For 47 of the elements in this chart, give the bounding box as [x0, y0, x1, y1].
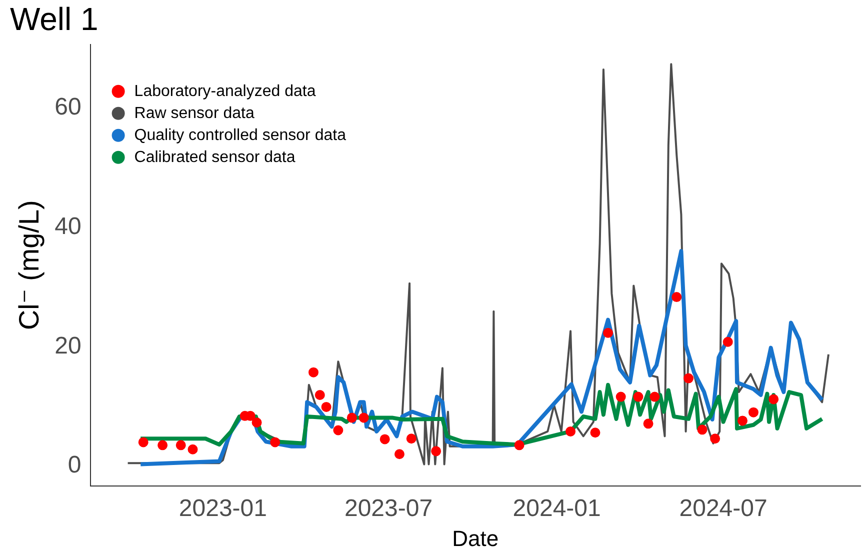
point — [431, 446, 442, 456]
point — [406, 434, 416, 444]
point — [252, 417, 262, 428]
point — [188, 444, 198, 454]
point — [270, 437, 280, 448]
legend-label: Laboratory-analyzed data — [134, 82, 316, 100]
point — [748, 407, 758, 418]
point — [684, 373, 694, 384]
point — [314, 390, 325, 400]
point — [514, 440, 524, 450]
point — [697, 424, 708, 435]
legend-label: Quality controlled sensor data — [134, 126, 346, 144]
point — [566, 426, 576, 436]
point — [616, 392, 626, 402]
legend-label: Calibrated sensor data — [134, 148, 296, 166]
legend-label: Raw sensor data — [134, 104, 254, 122]
point — [633, 392, 644, 402]
x-tick-label: 2024-01 — [512, 494, 601, 522]
point — [176, 440, 186, 450]
point — [358, 412, 369, 423]
point — [738, 416, 748, 426]
point — [346, 412, 357, 423]
y-axis-title: Cl⁻ (mg/L) — [14, 200, 45, 330]
point — [394, 449, 404, 460]
x-tick-label: 2023-01 — [178, 494, 267, 522]
y-tick-label: 60 — [54, 93, 82, 120]
point — [380, 434, 390, 444]
point — [650, 392, 660, 402]
x-axis-title: Date — [452, 526, 499, 551]
x-tick-label: 2023-07 — [344, 494, 433, 522]
point — [590, 428, 600, 438]
point — [308, 367, 318, 378]
y-tick-label: 20 — [54, 332, 82, 360]
y-tick-label: 40 — [54, 212, 82, 240]
point — [333, 425, 344, 436]
chart-title: Well 1 — [10, 1, 98, 38]
x-tick-label: 2024-07 — [679, 494, 768, 522]
point — [722, 336, 733, 347]
point — [158, 440, 168, 450]
point — [138, 437, 148, 448]
point — [643, 418, 654, 429]
point — [768, 394, 779, 404]
y-tick-label: 0 — [68, 452, 82, 479]
point — [321, 402, 332, 412]
point — [603, 328, 614, 338]
point — [672, 292, 682, 302]
point — [710, 434, 720, 444]
